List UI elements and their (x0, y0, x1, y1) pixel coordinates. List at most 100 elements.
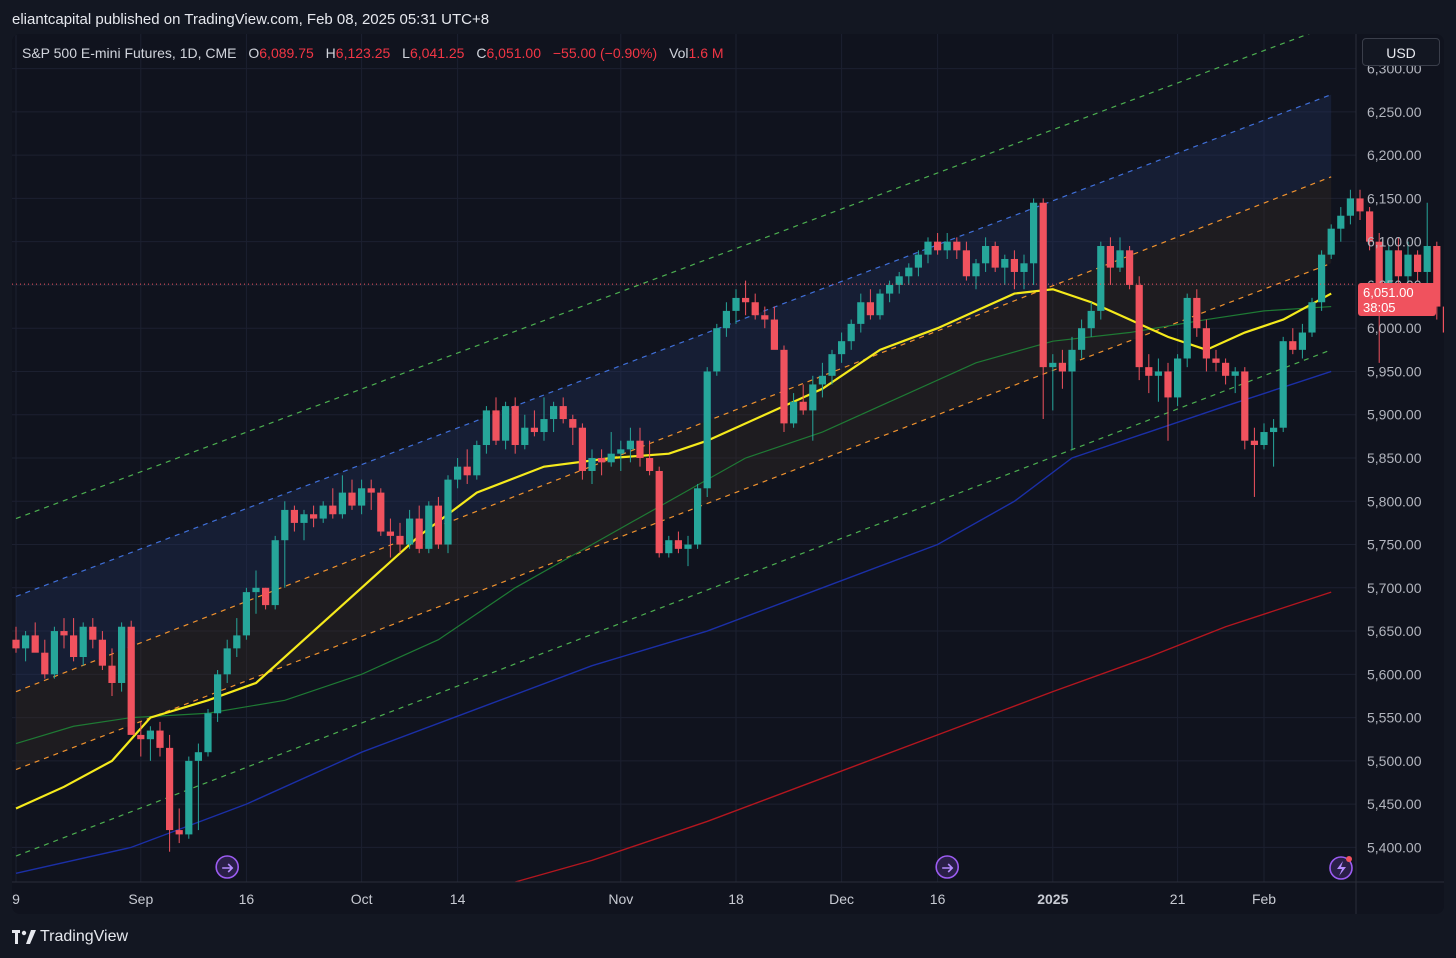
candle-down (1356, 198, 1364, 212)
candle-up (982, 246, 990, 264)
channel-outer-upper-line (15, 34, 1310, 520)
candle-up (185, 760, 193, 835)
candle-up (502, 406, 510, 441)
candle-up (338, 492, 346, 515)
lightning-event-icon[interactable] (1329, 856, 1353, 880)
y-tick-label: 5,800.00 (1367, 493, 1422, 509)
y-tick-label: 6,250.00 (1367, 104, 1422, 120)
ma-slow-line (15, 370, 1332, 875)
grid-lines (12, 34, 1356, 882)
y-tick-label: 5,700.00 (1367, 580, 1422, 596)
candle-down (991, 246, 999, 268)
candle-up (684, 544, 692, 549)
currency-button[interactable]: USD (1362, 38, 1440, 66)
candle-down (367, 488, 375, 493)
candle-down (415, 518, 423, 549)
candle-up (1346, 198, 1354, 216)
chart-frame[interactable]: 5,400.00 5,450.00 5,500.00 5,550.00 5,600.00… (12, 34, 1444, 914)
candle-down (1058, 362, 1066, 372)
candle-down (636, 440, 644, 458)
x-tick-label: Nov (608, 891, 633, 907)
candle-down (674, 540, 682, 549)
candle-down (166, 747, 174, 831)
low-label: L (402, 45, 410, 61)
x-tick-label: Feb (1252, 891, 1276, 907)
x-tick-label: Sep (128, 891, 153, 907)
candle-down (1442, 306, 1444, 333)
candle-down (463, 466, 471, 476)
candle-up (281, 509, 289, 541)
candle-down (742, 297, 750, 303)
candle-down (655, 470, 663, 554)
candle-down (761, 315, 769, 320)
candle-up (1231, 371, 1239, 376)
candle-up (204, 713, 212, 753)
channel-fills (16, 94, 1332, 770)
x-tick-label: 16 (239, 891, 255, 907)
event-circle (215, 855, 239, 879)
dividend-event-icon[interactable] (935, 855, 960, 879)
brand-footer[interactable]: TradingView (12, 928, 128, 948)
candle-up (1308, 302, 1316, 333)
candle-up (1078, 328, 1086, 350)
volume-value: 1.6 M (688, 45, 724, 61)
candle-down (530, 427, 538, 433)
candle-up (300, 514, 308, 523)
candle-up (1097, 246, 1105, 311)
candle-up (473, 445, 481, 476)
candle-down (953, 241, 961, 251)
candle-up (1174, 358, 1182, 398)
candle-down (60, 631, 68, 636)
symbol-name[interactable]: S&P 500 E-mini Futures, 1D, CME (22, 45, 237, 61)
price-chart[interactable]: 5,400.00 5,450.00 5,500.00 5,550.00 5,600.00… (12, 34, 1444, 914)
candle-down (578, 427, 586, 471)
candle-up (1298, 332, 1306, 350)
candle-up (223, 648, 231, 675)
candle-down (1039, 202, 1047, 368)
candle-up (886, 284, 894, 294)
y-tick-label: 5,900.00 (1367, 407, 1422, 423)
y-tick-label: 6,000.00 (1367, 320, 1422, 336)
candle-up (242, 592, 250, 636)
event-markers (215, 855, 1353, 880)
candle-up (1337, 215, 1345, 229)
candle-up (1385, 250, 1393, 285)
y-tick-label: 5,450.00 (1367, 796, 1422, 812)
candle-down (934, 241, 942, 251)
candle-down (1010, 258, 1018, 272)
dividend-event-icon[interactable] (215, 855, 239, 879)
candle-down (1241, 371, 1249, 441)
candle-down (127, 626, 135, 735)
open-value: 6,089.75 (259, 45, 314, 61)
candle-up (1087, 310, 1095, 329)
candle-down (569, 419, 577, 428)
event-arrow (942, 863, 954, 873)
candle-up (454, 466, 462, 480)
candle-up (214, 674, 222, 714)
candle-up (838, 341, 846, 355)
candle-up (444, 479, 452, 545)
candle-up (1279, 341, 1287, 428)
candle-down (1222, 362, 1230, 376)
candle-up (914, 254, 922, 268)
y-tick-label: 5,500.00 (1367, 753, 1422, 769)
candle-down (156, 730, 164, 748)
candle-up (847, 323, 855, 342)
channel-outer-lower-line (15, 349, 1332, 857)
candles (12, 189, 1444, 852)
candle-down (1135, 284, 1143, 368)
candle-down (137, 734, 145, 740)
tradingview-logo-icon (12, 930, 36, 944)
candle-down (108, 665, 116, 683)
candle-up (895, 276, 903, 285)
candle-down (751, 302, 759, 316)
symbol-legend: S&P 500 E-mini Futures, 1D, CME O6,089.7… (22, 45, 724, 61)
candle-up (713, 328, 721, 372)
close-value: 6,051.00 (486, 45, 541, 61)
candle-up (905, 267, 913, 277)
candle-up (626, 440, 634, 450)
candle-down (98, 639, 106, 666)
candle-up (550, 406, 558, 420)
candle-down (866, 302, 874, 316)
candle-up (1318, 254, 1326, 303)
